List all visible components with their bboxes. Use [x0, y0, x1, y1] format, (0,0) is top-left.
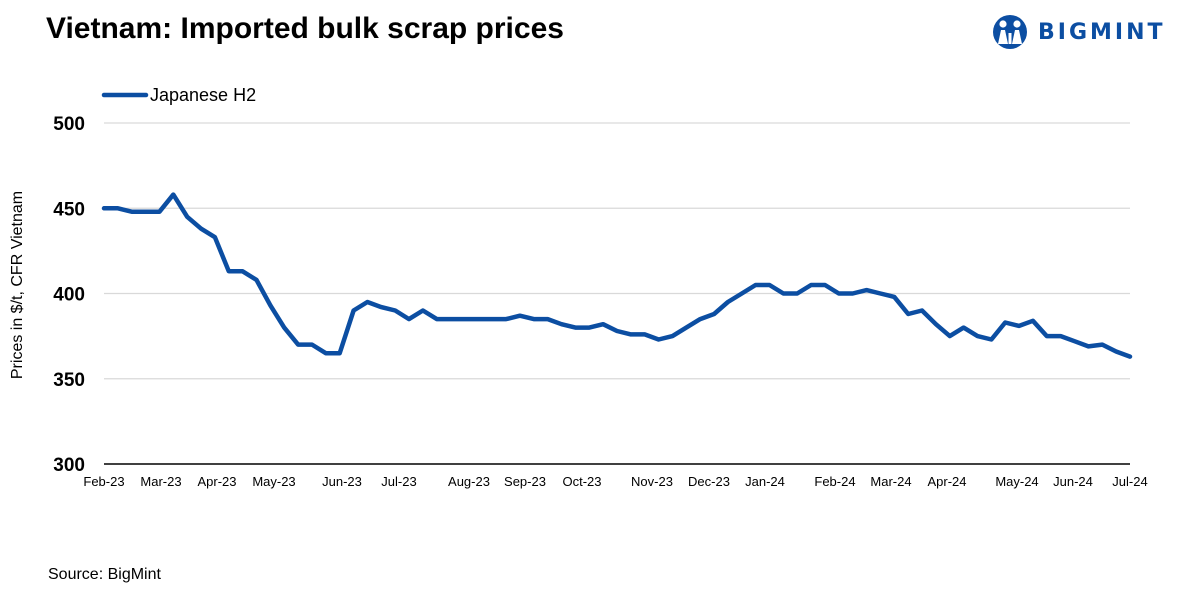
x-tick-label: Jun-23 [322, 474, 362, 489]
x-tick-label: Nov-23 [631, 474, 673, 489]
y-axis-label: Prices in $/t, CFR Vietnam [9, 191, 26, 379]
x-tick-label: Sep-23 [504, 474, 546, 489]
x-tick-label: Jun-24 [1053, 474, 1093, 489]
x-tick-label: Jul-24 [1112, 474, 1147, 489]
x-tick-label: Aug-23 [448, 474, 490, 489]
chart-title: Vietnam: Imported bulk scrap prices [46, 12, 564, 45]
x-tick-labels: Feb-23 Mar-23 Apr-23 May-23 Jun-23 Jul-23 Aug-… [83, 474, 1147, 489]
bigmint-logo-icon [993, 15, 1027, 49]
y-tick-labels: 500 450 400 350 300 [53, 114, 85, 476]
x-tick-label: Apr-23 [197, 474, 236, 489]
x-tick-label: Oct-23 [562, 474, 601, 489]
logo-text: BIGMINT [1038, 19, 1166, 45]
x-tick-label: Dec-23 [688, 474, 730, 489]
y-tick-label: 500 [53, 114, 85, 135]
x-tick-label: Feb-24 [814, 474, 855, 489]
x-tick-label: Jul-23 [381, 474, 416, 489]
x-tick-label: Jan-24 [745, 474, 785, 489]
bigmint-logo: BIGMINT [992, 12, 1166, 52]
x-tick-label: May-23 [252, 474, 295, 489]
x-tick-label: Mar-23 [140, 474, 181, 489]
y-tick-label: 400 [53, 285, 85, 306]
series-line-japanese-h2 [101, 192, 1133, 359]
legend: Japanese H2 [101, 85, 256, 105]
y-tick-label: 450 [53, 199, 85, 220]
legend-label-japanese-h2: Japanese H2 [150, 85, 256, 105]
y-tick-label: 300 [53, 455, 85, 476]
x-tick-label: Apr-24 [927, 474, 966, 489]
source-note: Source: BigMint [48, 566, 161, 583]
y-tick-label: 350 [53, 370, 85, 391]
gridlines [104, 122, 1130, 380]
x-tick-label: May-24 [995, 474, 1038, 489]
x-tick-label: Feb-23 [83, 474, 124, 489]
x-tick-label: Mar-24 [870, 474, 911, 489]
